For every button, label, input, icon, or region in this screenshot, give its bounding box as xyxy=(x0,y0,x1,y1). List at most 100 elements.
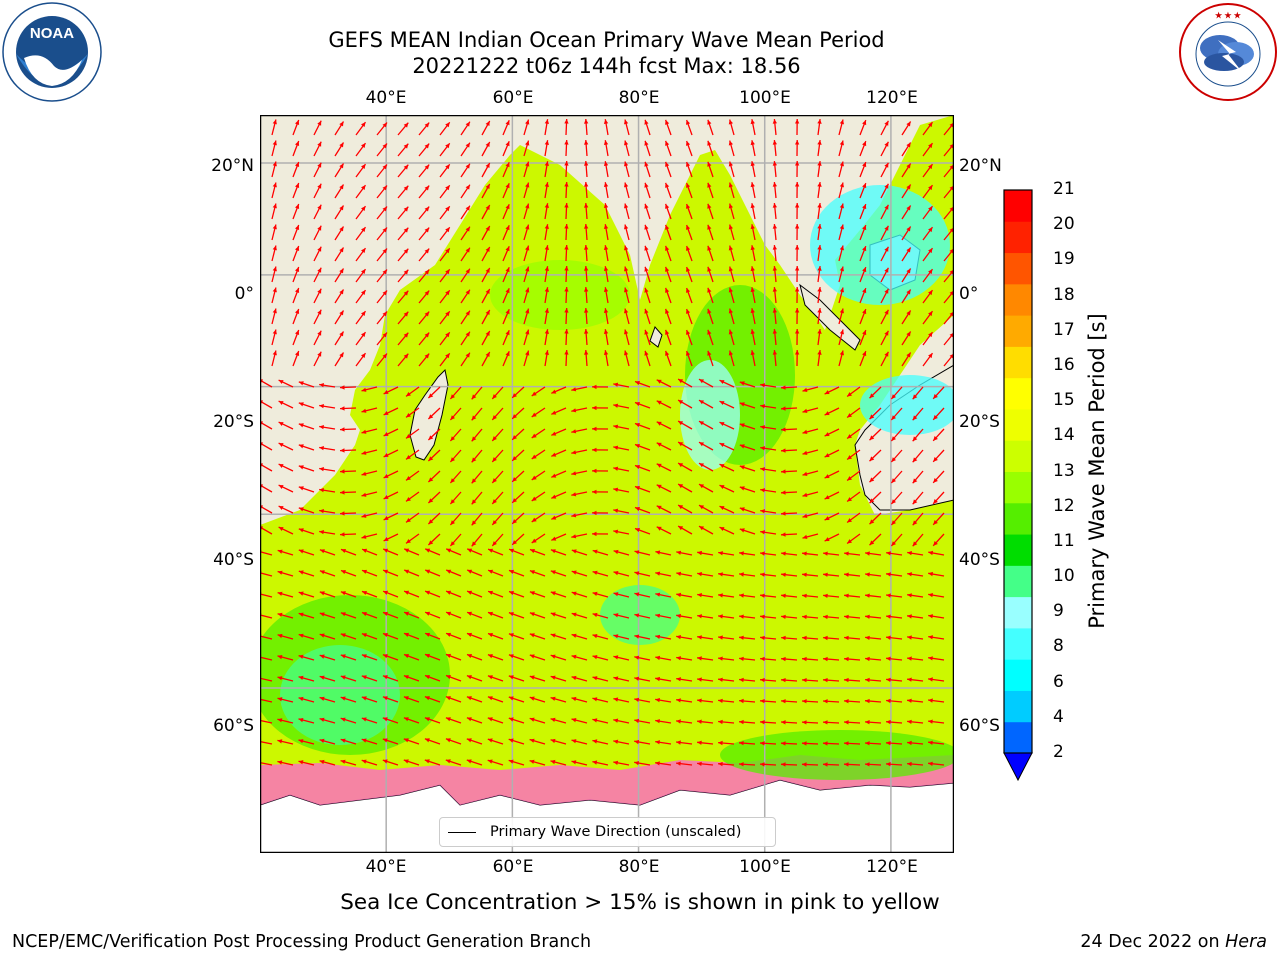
wave-direction-arrowhead xyxy=(272,245,277,251)
wave-direction-arrowhead xyxy=(295,225,300,230)
wave-direction-arrowhead xyxy=(467,654,472,659)
wave-direction-arrowhead xyxy=(382,696,388,701)
wave-direction-arrowhead xyxy=(551,515,557,520)
wave-direction-arrowhead xyxy=(739,677,744,683)
wave-period-region-5 xyxy=(720,730,954,780)
wave-direction-arrowhead xyxy=(592,549,598,554)
wave-direction-arrowhead xyxy=(564,224,569,229)
wave-direction-arrowhead xyxy=(697,740,702,745)
chart-subtitle: 20221222 t06z 144h fcst Max: 18.56 xyxy=(412,54,801,78)
wave-direction-arrowhead xyxy=(509,591,514,596)
wave-direction-arrowhead xyxy=(446,632,451,637)
wave-direction-arrowhead xyxy=(928,698,933,703)
wave-direction-arrowhead xyxy=(839,287,844,293)
wave-direction-arrowhead xyxy=(906,331,911,337)
wave-direction-arrowhead xyxy=(428,435,434,440)
wave-direction-arrowhead xyxy=(525,287,530,293)
wave-direction-arrowhead xyxy=(505,183,510,189)
wave-direction-arrowhead xyxy=(471,415,477,421)
wave-direction-arrowhead xyxy=(508,717,514,722)
footer-date: 24 Dec 2022 on Hera xyxy=(1080,932,1267,952)
chart-title: GEFS MEAN Indian Ocean Primary Wave Mean… xyxy=(328,28,885,52)
wave-direction-arrowhead xyxy=(424,122,430,128)
wave-direction-arrow xyxy=(260,593,273,598)
wave-direction-arrowhead xyxy=(907,740,912,746)
wave-direction-arrowhead xyxy=(406,539,411,544)
wave-direction-arrowhead xyxy=(802,656,807,662)
wave-direction-arrowhead xyxy=(928,719,933,724)
wave-direction-arrowhead xyxy=(505,267,510,273)
wave-direction-arrowhead xyxy=(531,538,537,543)
wave-direction-arrowhead xyxy=(886,551,891,556)
wave-direction-arrowhead xyxy=(340,490,345,495)
wave-direction-arrowhead xyxy=(624,287,629,293)
wave-direction-arrowhead xyxy=(278,506,284,510)
wave-direction-arrowhead xyxy=(406,455,411,460)
wave-direction-arrowhead xyxy=(699,400,704,405)
wave-direction-arrowhead xyxy=(428,519,434,524)
wave-direction-arrowhead xyxy=(382,269,387,275)
wave-direction-arrowhead xyxy=(795,119,800,124)
wave-direction-arrowhead xyxy=(676,571,682,576)
wave-direction-arrowhead xyxy=(817,140,822,145)
wave-direction-arrowhead xyxy=(912,457,918,463)
wave-direction-arrowhead xyxy=(403,143,409,149)
wave-direction-arrowhead xyxy=(564,119,569,124)
wave-direction-arrowhead xyxy=(317,288,322,294)
wave-direction-arrowhead xyxy=(707,245,712,251)
wave-direction-arrowhead xyxy=(339,352,344,358)
wave-direction-arrowhead xyxy=(634,739,640,745)
wave-direction-arrowhead xyxy=(884,204,889,210)
wave-direction-arrowhead xyxy=(592,718,598,723)
wave-direction-arrowhead xyxy=(933,394,938,399)
wave-direction-arrowhead xyxy=(928,677,933,682)
wave-direction-arrowhead xyxy=(824,411,830,416)
wave-direction-arrowhead xyxy=(584,266,589,271)
wave-direction-arrowhead xyxy=(298,381,304,386)
wave-direction-arrowhead xyxy=(676,740,681,745)
wave-direction-arrowhead xyxy=(361,654,367,659)
wave-direction-arrowhead xyxy=(865,572,870,577)
wave-direction-arrowhead xyxy=(739,762,744,767)
wave-direction-arrowhead xyxy=(665,287,670,293)
wave-direction-arrowhead xyxy=(802,762,807,767)
wave-direction-arrowhead xyxy=(317,141,322,147)
wave-direction-arrowhead xyxy=(584,140,589,145)
wave-direction-arrowhead xyxy=(686,120,691,125)
wave-direction-arrowhead xyxy=(404,632,409,637)
wave-direction-arrowhead xyxy=(750,329,755,335)
lat-tick-left-0: 0° xyxy=(234,284,254,304)
wave-direction-arrowhead xyxy=(665,224,670,230)
wave-direction-arrowhead xyxy=(382,311,387,317)
colorbar-segment-8 xyxy=(1004,471,1032,504)
wave-direction-arrowhead xyxy=(655,550,661,555)
wave-direction-arrowhead xyxy=(564,203,569,208)
wave-direction-arrowhead xyxy=(707,350,712,356)
wave-direction-arrowhead xyxy=(424,353,430,359)
wave-direction-arrowhead xyxy=(508,738,514,743)
wave-direction-arrowhead xyxy=(699,526,704,531)
wave-direction-arrowhead xyxy=(487,717,493,722)
wave-direction-arrowhead xyxy=(361,450,367,455)
wave-direction-arrowhead xyxy=(529,570,535,575)
wave-direction-arrowhead xyxy=(428,477,434,482)
wave-direction-arrowhead xyxy=(298,591,304,596)
wave-direction-arrowhead xyxy=(424,143,430,149)
wave-direction-arrowhead xyxy=(361,227,366,232)
wave-direction-arrowhead xyxy=(339,268,344,274)
wave-direction-arrowhead xyxy=(319,654,325,659)
sri-lanka xyxy=(649,326,663,348)
wave-direction-arrowhead xyxy=(750,140,755,146)
wave-direction-arrowhead xyxy=(613,529,619,534)
wave-direction-arrowhead xyxy=(760,762,765,767)
wave-direction-arrowhead xyxy=(508,633,514,638)
wave-direction-arrowhead xyxy=(665,161,670,167)
wave-direction-arrowhead xyxy=(781,656,786,662)
wave-direction-arrowhead xyxy=(839,182,844,188)
wave-direction-arrowhead xyxy=(383,432,389,436)
wave-direction-arrowhead xyxy=(862,309,867,315)
wave-direction-arrowhead xyxy=(739,635,744,640)
wave-direction-arrowhead xyxy=(907,635,912,640)
wave-direction-arrowhead xyxy=(644,329,649,335)
lat-tick-right-20s: 20°S xyxy=(959,412,1000,432)
